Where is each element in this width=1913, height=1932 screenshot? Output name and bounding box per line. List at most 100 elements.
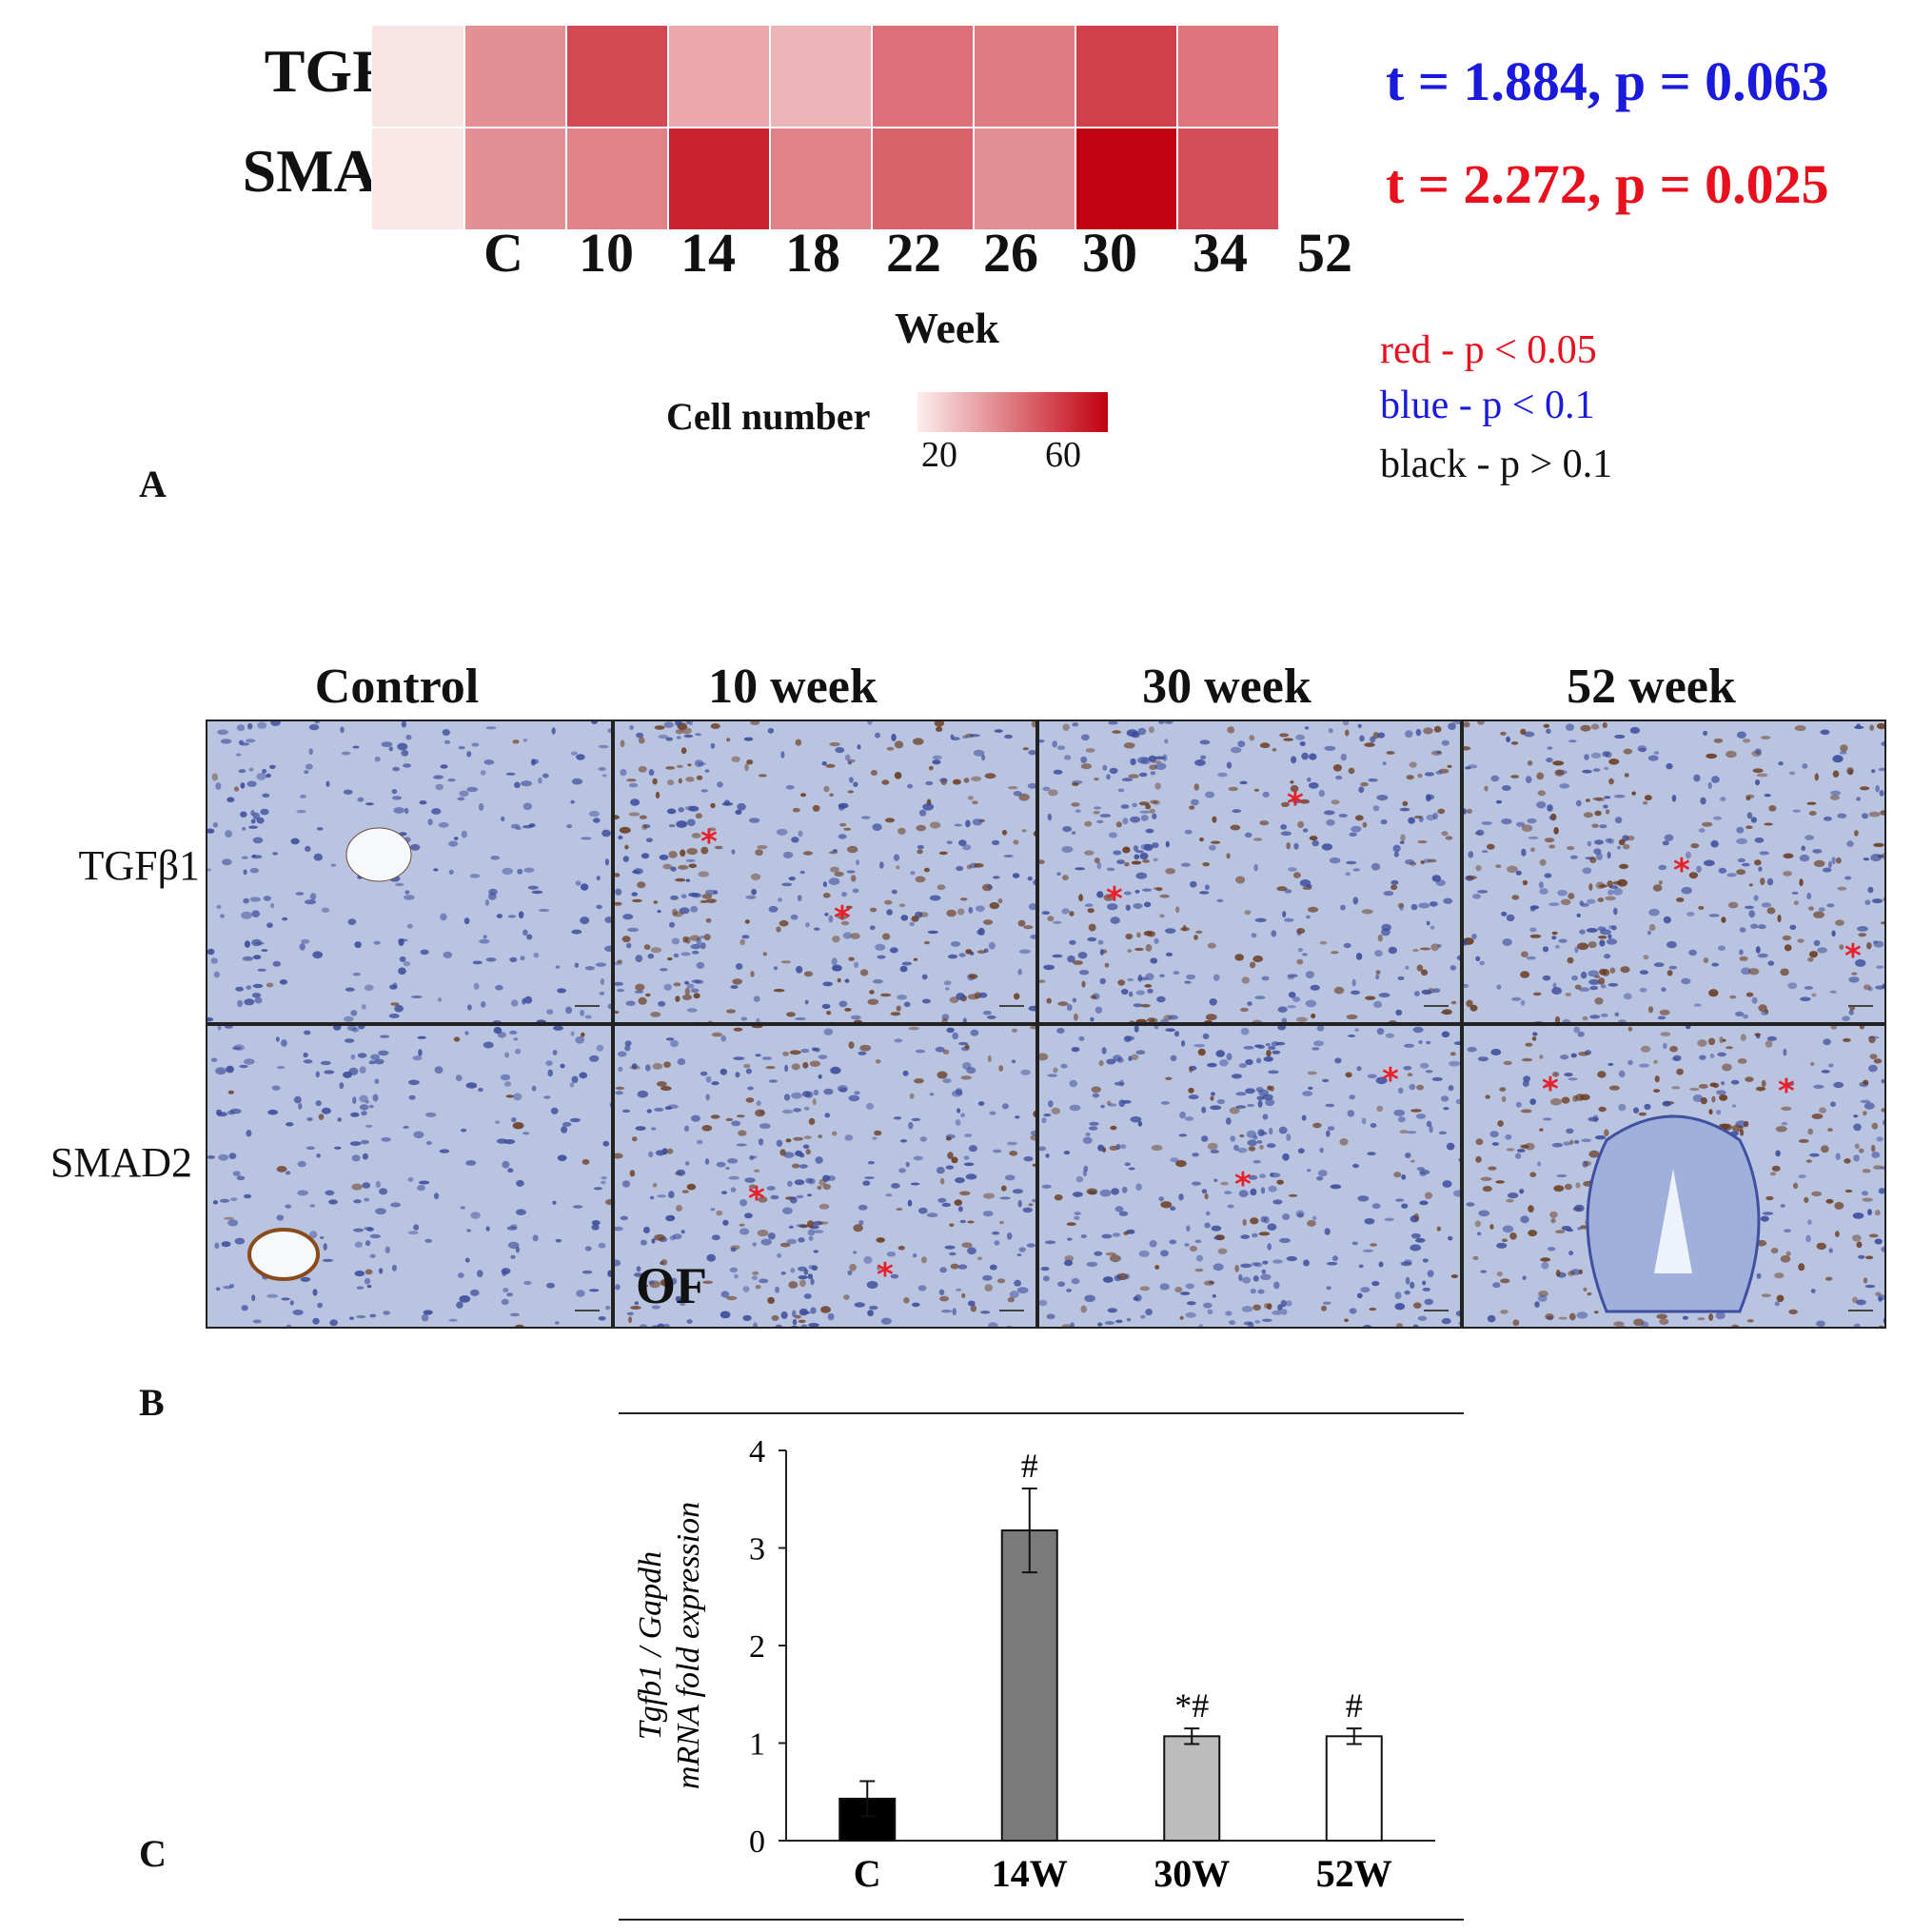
- micrograph-tile: * *: [1462, 720, 1886, 1024]
- heatmap-cell: [1177, 25, 1279, 128]
- micrograph-tile: * *: [613, 1024, 1037, 1329]
- colorbar: [917, 392, 1108, 432]
- significance-marker: #: [1021, 1447, 1038, 1485]
- heatmap-grid: [371, 25, 1380, 230]
- scale-bar: [999, 1005, 1024, 1015]
- bar: [1325, 1735, 1383, 1843]
- heatmap-x-axis-label: Week: [895, 304, 999, 352]
- legend-red: red - p < 0.05: [1380, 328, 1597, 372]
- heatmap-cell: [566, 128, 668, 230]
- micrograph-tile: * *: [1037, 1024, 1462, 1329]
- heatmap-cell: [1075, 128, 1177, 230]
- heatmap-x-tick: C: [483, 222, 523, 284]
- micro-col-10-week: 10 week: [708, 660, 878, 714]
- tgfb1-stat: t = 1.884, p = 0.063: [1386, 50, 1829, 112]
- smad2-stat: t = 2.272, p = 0.025: [1386, 153, 1829, 215]
- heatmap-cell: [872, 25, 974, 128]
- red-asterisk-marker: *: [700, 823, 718, 861]
- scale-bar: [1848, 1310, 1873, 1319]
- y-tick-label: 0: [749, 1824, 765, 1860]
- red-asterisk-marker: *: [1287, 785, 1304, 823]
- y-tick-label: 1: [749, 1727, 765, 1763]
- bar: [1000, 1529, 1058, 1843]
- micro-row-smad2: SMAD2: [49, 1139, 192, 1186]
- micro-col-52-week: 52 week: [1567, 660, 1736, 714]
- x-tick-label: 30W: [1154, 1852, 1230, 1895]
- heatmap-cell: [1177, 128, 1279, 230]
- heatmap-x-tick: 18: [785, 222, 840, 284]
- micro-col-30-week: 30 week: [1142, 660, 1311, 714]
- red-asterisk-marker: *: [1844, 937, 1862, 976]
- colorbar-tick-60: 60: [1045, 435, 1081, 475]
- heatmap-cell: [464, 128, 566, 230]
- scale-bar: [575, 1005, 600, 1015]
- heatmap-cell: [770, 25, 872, 128]
- x-tick-label: 52W: [1316, 1852, 1392, 1895]
- y-tick-label: 4: [749, 1434, 765, 1469]
- scale-bar: [1848, 1005, 1873, 1015]
- scale-bar: [575, 1310, 600, 1319]
- heatmap-cell: [371, 25, 464, 128]
- y-axis-label-line1: Tgfb1 / Gapdh: [633, 1551, 668, 1740]
- heatmap-cell: [566, 25, 668, 128]
- tissue-texture: [1039, 1026, 1460, 1327]
- heatmap-cell: [1075, 25, 1177, 128]
- legend-blue: blue - p < 0.1: [1380, 384, 1595, 427]
- heatmap-x-tick: 30: [1082, 222, 1137, 284]
- legend-black: black - p > 0.1: [1380, 443, 1613, 486]
- micrograph-tile: * *: [1462, 1024, 1886, 1329]
- red-asterisk-marker: *: [877, 1256, 894, 1294]
- red-asterisk-marker: *: [1673, 852, 1690, 890]
- micrograph-tile: * *: [1037, 720, 1462, 1024]
- tissue-texture: [1466, 1026, 1884, 1327]
- heatmap-x-tick: 14: [680, 222, 736, 284]
- micrograph-tile: [206, 720, 613, 1024]
- red-asterisk-marker: *: [834, 899, 851, 937]
- red-asterisk-marker: *: [1106, 880, 1123, 918]
- heatmap-cell: [464, 25, 566, 128]
- tissue-texture: [1039, 721, 1460, 1022]
- y-tick-label: 3: [749, 1532, 765, 1567]
- red-asterisk-marker: *: [1234, 1166, 1252, 1204]
- tissue-texture: [1464, 721, 1884, 1022]
- significance-marker: #: [1346, 1686, 1363, 1725]
- x-tick-label: C: [854, 1852, 881, 1895]
- micrograph-tile: * *: [613, 720, 1037, 1024]
- bar-chart-frame: [619, 1412, 1464, 1921]
- tissue-texture: [207, 721, 611, 1022]
- bar: [1163, 1735, 1221, 1843]
- heatmap-cell: [371, 128, 464, 230]
- heatmap-cell: [770, 128, 872, 230]
- panel-label-b: B: [139, 1381, 165, 1424]
- micro-row-tgfb1: TGFβ1: [78, 842, 200, 889]
- heatmap-cell: [872, 128, 974, 230]
- heatmap-cell: [974, 128, 1075, 230]
- red-asterisk-marker: *: [1542, 1071, 1559, 1109]
- colorbar-tick-20: 20: [921, 435, 957, 475]
- y-axis-label-line2: mRNA fold expression: [671, 1502, 706, 1789]
- red-asterisk-marker: *: [1778, 1073, 1795, 1111]
- colorbar-label: Cell number: [666, 395, 871, 438]
- scale-bar: [999, 1310, 1024, 1319]
- heatmap-x-tick: 26: [983, 222, 1038, 284]
- heatmap-x-tick: 34: [1193, 222, 1248, 284]
- annotation-of: OF: [636, 1257, 707, 1314]
- heatmap-x-tick: 52: [1297, 222, 1352, 284]
- scale-bar: [1424, 1005, 1449, 1015]
- tissue-texture: [615, 721, 1035, 1022]
- panel-label-a: A: [139, 463, 167, 505]
- heatmap-x-tick: 10: [579, 222, 634, 284]
- tissue-texture: [615, 1026, 1035, 1327]
- x-tick-label: 14W: [992, 1852, 1068, 1895]
- significance-marker: *#: [1174, 1686, 1209, 1725]
- y-tick-label: 2: [749, 1629, 765, 1665]
- tissue-texture: [207, 1026, 611, 1327]
- scale-bar: [1424, 1310, 1449, 1319]
- panel-label-c: C: [139, 1832, 167, 1875]
- heatmap-cell: [974, 25, 1075, 128]
- red-asterisk-marker: *: [1382, 1061, 1399, 1099]
- heatmap-cell: [668, 128, 770, 230]
- heatmap-cell: [668, 25, 770, 128]
- micro-col-control: Control: [314, 660, 480, 714]
- micrograph-tile: [206, 1024, 613, 1329]
